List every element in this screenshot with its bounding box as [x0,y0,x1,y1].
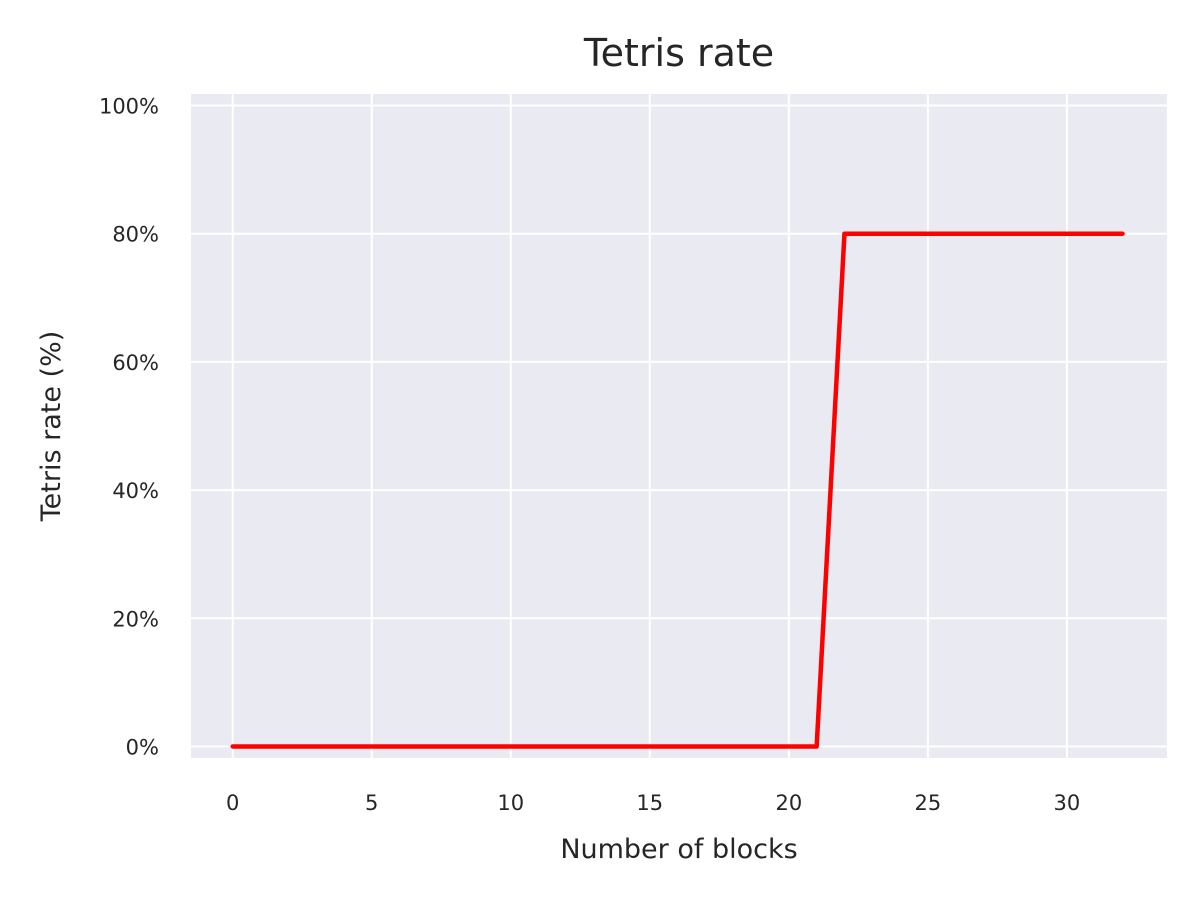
x-tick-label: 5 [365,791,378,815]
chart-title: Tetris rate [583,31,774,75]
y-tick-label: 0% [126,735,159,759]
y-axis-label: Tetris rate (%) [36,331,67,523]
x-axis-label: Number of blocks [560,834,797,865]
series-layer [230,231,1125,749]
x-tick-label: 10 [497,791,524,815]
x-tick-labels: 0 5 10 15 20 25 30 [226,791,1080,815]
y-tick-label: 80% [112,223,159,247]
y-tick-label: 100% [99,95,159,119]
series-line [230,231,1125,749]
x-tick-label: 0 [226,791,239,815]
y-tick-label: 20% [112,607,159,631]
x-gridlines [231,94,1068,758]
y-tick-labels: 0% 20% 40% 60% 80% 100% [99,95,159,760]
x-tick-label: 20 [775,791,802,815]
plot-background [191,94,1167,758]
x-tick-label: 15 [636,791,663,815]
x-tick-label: 30 [1054,791,1081,815]
x-tick-label: 25 [914,791,941,815]
y-tick-label: 40% [112,479,159,503]
y-tick-label: 60% [112,351,159,375]
